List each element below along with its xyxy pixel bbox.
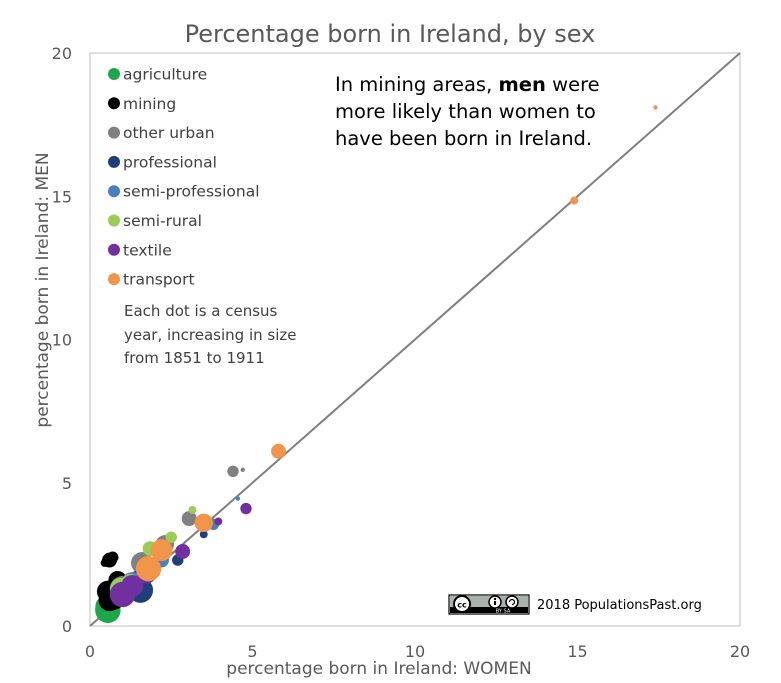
- x-tick-label: 20: [730, 642, 750, 661]
- annotation-line-1-pre: In mining areas,: [335, 73, 498, 96]
- note-line-1: Each dot is a census: [124, 302, 278, 320]
- series-transport: [135, 105, 658, 582]
- data-point: [135, 556, 162, 582]
- data-point: [271, 443, 286, 459]
- data-point: [102, 552, 117, 568]
- chart-title: Percentage born in Ireland, by sex: [185, 20, 596, 48]
- legend-label: textile: [123, 241, 172, 259]
- y-tick-label: 15: [52, 187, 72, 206]
- license-sub-label: BY SA: [496, 609, 511, 615]
- y-tick-label: 0: [62, 617, 72, 636]
- legend-marker: [108, 273, 120, 286]
- svg-text:cc: cc: [457, 601, 467, 610]
- data-point: [214, 517, 223, 526]
- annotation-text: In mining areas, men were more likely th…: [335, 73, 600, 150]
- data-point: [235, 496, 241, 501]
- credit: cc BY SA 2018 PopulationsPast.org: [448, 594, 702, 615]
- legend-marker: [108, 126, 120, 139]
- annotation-bold-men: men: [498, 73, 545, 96]
- dot-size-note: Each dot is a census year, increasing in…: [124, 302, 297, 367]
- note-line-3: from 1851 to 1911: [124, 349, 265, 367]
- data-point: [175, 544, 191, 559]
- data-point: [199, 530, 208, 539]
- reference-line-y-equals-x: [89, 52, 741, 627]
- legend-marker: [108, 243, 120, 256]
- legend: agriculture mining other urban professional…: [108, 66, 260, 289]
- data-point: [240, 502, 252, 515]
- legend-marker: [108, 97, 120, 110]
- legend-label: semi-professional: [123, 183, 260, 201]
- annotation-line-3: have been born in Ireland.: [335, 127, 592, 150]
- legend-marker: [108, 214, 120, 227]
- legend-marker: [108, 155, 120, 168]
- x-tick-label: 15: [567, 642, 587, 661]
- data-point: [227, 465, 239, 477]
- legend-label: transport: [123, 271, 195, 289]
- legend-label: agriculture: [123, 66, 207, 84]
- plot-area: [89, 52, 741, 627]
- x-tick-label: 0: [85, 642, 95, 661]
- annotation-line-1: In mining areas, men were: [335, 73, 600, 96]
- cc-by-sa-badge-icon: cc BY SA: [448, 594, 530, 615]
- legend-label: semi-rural: [123, 212, 202, 230]
- series-textile: [109, 502, 252, 608]
- legend-marker: [108, 68, 120, 80]
- x-tick-label: 5: [247, 642, 257, 661]
- data-points: [95, 105, 658, 623]
- data-point: [150, 539, 173, 562]
- credit-text: 2018 PopulationsPast.org: [537, 598, 702, 613]
- data-point: [181, 511, 197, 527]
- legend-marker: [108, 185, 120, 198]
- y-tick-label: 5: [62, 474, 72, 493]
- data-point: [240, 467, 245, 473]
- data-point: [570, 196, 579, 205]
- y-tick-label: 20: [52, 44, 72, 63]
- annotation-line-2: more likely than women to: [335, 100, 596, 123]
- legend-label: other urban: [123, 124, 215, 142]
- data-point: [188, 506, 197, 514]
- data-point: [165, 531, 177, 543]
- legend-label: professional: [123, 153, 217, 171]
- annotation-line-1-post: were: [546, 73, 600, 96]
- legend-label: mining: [123, 95, 176, 113]
- data-point: [109, 581, 136, 608]
- x-tick-label: 10: [405, 642, 425, 661]
- data-point: [194, 513, 213, 533]
- data-point: [653, 105, 658, 110]
- note-line-2: year, increasing in size: [124, 326, 297, 344]
- y-tick-label: 10: [52, 331, 72, 350]
- x-axis-label: percentage born in Ireland: WOMEN: [226, 659, 531, 679]
- y-axis-label: percentage born in Ireland: MEN: [33, 152, 53, 427]
